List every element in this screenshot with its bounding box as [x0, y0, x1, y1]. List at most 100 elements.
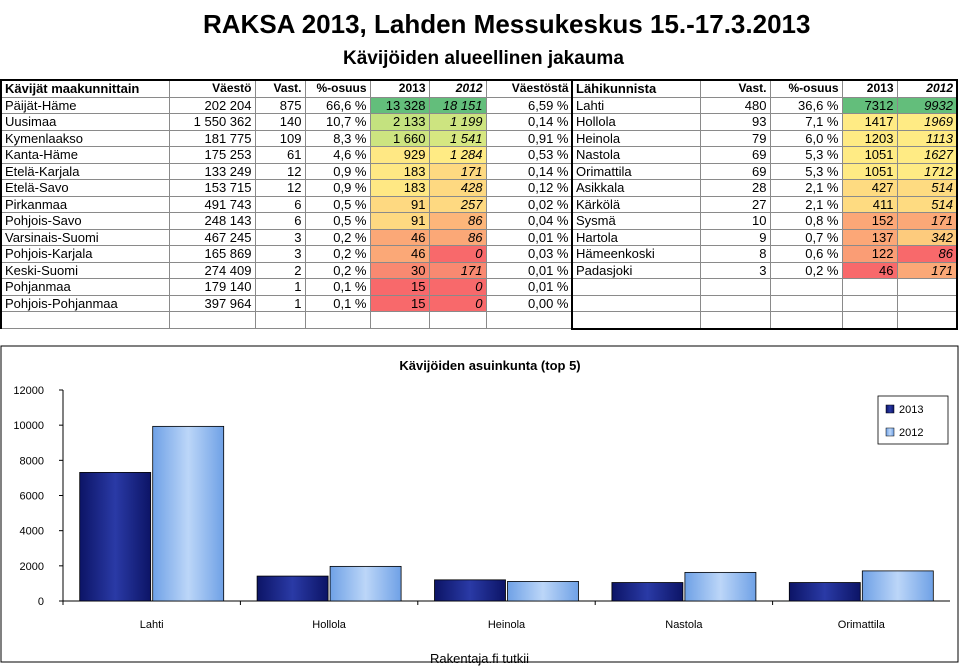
- left_table-cell: 0,9 %: [304, 162, 371, 180]
- right_table-empty-cell: [896, 294, 958, 312]
- left_table-cell: 10,7 %: [304, 113, 371, 131]
- right_table-empty-cell: [769, 278, 843, 296]
- right_table-cell: 5,3 %: [769, 162, 843, 180]
- left_table-cell: 15: [369, 278, 430, 296]
- right_table-cell: 93: [699, 113, 771, 131]
- right_table-row: [571, 294, 958, 312]
- y-tick-label: 0: [38, 596, 44, 608]
- bar-2013-lahti: [79, 472, 152, 602]
- right_table-cell: 1417: [841, 113, 898, 131]
- left_table-cell: 274 409: [168, 261, 256, 279]
- right_table-cell: 1051: [841, 146, 898, 164]
- left_table-row: Pohjanmaa 179 140 1 0,1 % 15 0 0,01 %: [0, 278, 573, 296]
- right_table-row: Nastola 69 5,3 % 1051 1627: [571, 146, 958, 164]
- left_table-cell: 0,1 %: [304, 278, 371, 296]
- left_table-cell: 171: [428, 162, 487, 180]
- left_table-cell: 0,12 %: [485, 179, 573, 197]
- left_table-cell: Päijät-Häme: [0, 96, 170, 114]
- bar-2012-heinola: [507, 581, 579, 602]
- municipalities-table: Lähikunnista Vast. %-osuus 2013 2012 Lahti 48…: [571, 79, 958, 330]
- left_table-cell: 15: [369, 294, 430, 312]
- left_table-cell: 1 199: [428, 113, 487, 131]
- left_table-cell: 91: [369, 212, 430, 230]
- right_table-cell: 36,6 %: [769, 96, 843, 114]
- left_table-cell: Keski-Suomi: [0, 261, 170, 279]
- left_table-cell: 61: [254, 146, 306, 164]
- left_table-cell: 467 245: [168, 228, 256, 246]
- right_table-cell: 10: [699, 212, 771, 230]
- right_table-cell: 152: [841, 212, 898, 230]
- left_table-cell: 428: [428, 179, 487, 197]
- right_table-cell: 411: [841, 195, 898, 213]
- left_table-row: Varsinais-Suomi 467 245 3 0,2 % 46 86 0,01 %: [0, 228, 573, 246]
- left_table-cell: 46: [369, 228, 430, 246]
- left_table-cell: 0,53 %: [485, 146, 573, 164]
- right_table-header-1: Vast.: [699, 79, 771, 98]
- left_table-cell: 0,01 %: [485, 228, 573, 246]
- left_table-row: Kanta-Häme 175 253 61 4,6 % 929 1 284 0,53 %: [0, 146, 573, 164]
- left_table-header-2: Vast.: [254, 79, 306, 98]
- right_table-cell: 514: [896, 179, 958, 197]
- right_table-row: Asikkala 28 2,1 % 427 514: [571, 179, 958, 197]
- left_table-cell: 165 869: [168, 245, 256, 263]
- right_table-cell: 2,1 %: [769, 195, 843, 213]
- left_table-row: Etelä-Karjala 133 249 12 0,9 % 183 171 0,14 %: [0, 162, 573, 180]
- left_table-cell: 140: [254, 113, 306, 131]
- right_table-cell: 1969: [896, 113, 958, 131]
- right_table-cell: 0,6 %: [769, 245, 843, 263]
- left_table-cell: 0,01 %: [485, 278, 573, 296]
- chart-title: Kävijöiden asuinkunta (top 5): [399, 358, 580, 373]
- right_table-empty-cell: [896, 311, 958, 329]
- right_table-empty-cell: [841, 311, 898, 329]
- right_table-row: [571, 311, 958, 329]
- left_table-cell: 0,01 %: [485, 261, 573, 279]
- y-tick-label: 2000: [20, 561, 44, 573]
- legend-label-2012: 2012: [899, 427, 923, 439]
- bar-2013-heinola: [434, 579, 506, 602]
- left_table-row: Etelä-Savo 153 715 12 0,9 % 183 428 0,12 %: [0, 179, 573, 197]
- left_table-cell: 175 253: [168, 146, 256, 164]
- left_table-cell: Kanta-Häme: [0, 146, 170, 164]
- left_table-cell: 397 964: [168, 294, 256, 312]
- right_table-row: Hollola 93 7,1 % 1417 1969: [571, 113, 958, 131]
- legend-swatch-2013: [885, 404, 895, 414]
- left_table-cell: Varsinais-Suomi: [0, 228, 170, 246]
- right_table-row: Hämeenkoski 8 0,6 % 122 86: [571, 245, 958, 263]
- left_table-cell: Pohjanmaa: [0, 278, 170, 296]
- left_table-cell: 91: [369, 195, 430, 213]
- left_table-cell: 0,2 %: [304, 228, 371, 246]
- bar-2013-nastola: [611, 582, 684, 602]
- left_table-cell: 183: [369, 179, 430, 197]
- y-tick-label: 6000: [20, 491, 44, 503]
- left_table-empty-cell: [304, 311, 371, 329]
- right_table-cell: 46: [841, 261, 898, 279]
- left_table-cell: 0: [428, 294, 487, 312]
- x-tick-label: Nastola: [665, 619, 703, 631]
- left_table-cell: 0,2 %: [304, 245, 371, 263]
- right_table-row: Orimattila 69 5,3 % 1051 1712: [571, 162, 958, 180]
- left_table-cell: 1 550 362: [168, 113, 256, 131]
- left_table-cell: 12: [254, 179, 306, 197]
- y-tick-label: 12000: [13, 385, 44, 397]
- right_table-cell: 171: [896, 261, 958, 279]
- source-footer: Rakentaja.fi tutkii: [430, 651, 529, 666]
- left_table-cell: 0,1 %: [304, 294, 371, 312]
- left_table-cell: 257: [428, 195, 487, 213]
- right_table-empty-cell: [571, 294, 701, 312]
- left_table-cell: 6,59 %: [485, 96, 573, 114]
- left_table-row: Pohjois-Pohjanmaa 397 964 1 0,1 % 15 0 0,00 %: [0, 294, 573, 312]
- left_table-row: [0, 311, 573, 329]
- left_table-cell: 0,00 %: [485, 294, 573, 312]
- left_table-header-3: %-osuus: [304, 79, 371, 98]
- left_table-cell: 875: [254, 96, 306, 114]
- left_table-cell: 0: [428, 245, 487, 263]
- right_table-row: Hartola 9 0,7 % 137 342: [571, 228, 958, 246]
- right_table-cell: 7,1 %: [769, 113, 843, 131]
- y-tick-label: 10000: [13, 420, 44, 432]
- right_table-header-0: Lähikunnista: [571, 79, 701, 98]
- left_table-row: Kymenlaakso 181 775 109 8,3 % 1 660 1 541 0,91…: [0, 129, 573, 147]
- page-title: RAKSA 2013, Lahden Messukeskus 15.-17.3.…: [203, 9, 811, 39]
- left_table-empty-cell: [254, 311, 306, 329]
- left_table-row: Päijät-Häme 202 204 875 66,6 % 13 328 18 151 6…: [0, 96, 573, 114]
- right_table-cell: 7312: [841, 96, 898, 114]
